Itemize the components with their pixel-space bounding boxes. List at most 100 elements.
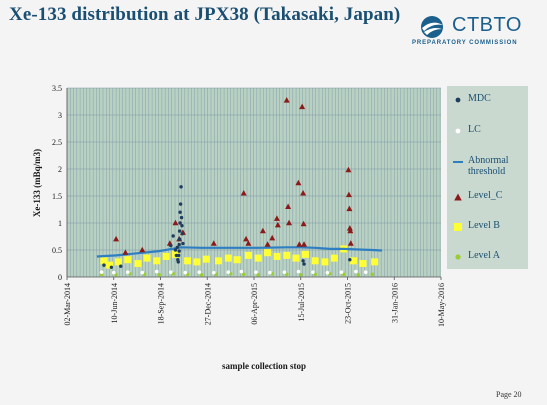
point-level-a: [370, 272, 375, 277]
point-level-c: [273, 215, 280, 221]
point-level-c: [286, 219, 293, 226]
point-lc: [363, 270, 368, 274]
x-tick-label: 27-Dec-2014: [203, 283, 212, 325]
point-level-b: [330, 254, 338, 262]
point-level-c: [283, 97, 290, 103]
legend-marker-mdc: [455, 97, 461, 103]
point-level-a: [356, 273, 361, 277]
point-lc: [254, 270, 258, 274]
point-mdc: [179, 185, 183, 189]
point-level-a: [157, 273, 161, 277]
point-mdc: [169, 243, 173, 248]
logo-name: CTBTO: [452, 14, 522, 36]
legend-marker-threshold: [453, 161, 463, 163]
point-level-c: [301, 241, 308, 247]
point-level-b: [106, 261, 114, 269]
series-mdc: [102, 185, 352, 269]
point-mdc: [177, 229, 182, 233]
point-lc: [311, 270, 315, 274]
point-level-c: [347, 227, 354, 234]
y-tick-label: 3: [58, 111, 62, 120]
point-lc: [226, 270, 231, 274]
x-tick-label: 31-Jan-2016: [390, 283, 399, 323]
x-tick-label: 10-May-2016: [437, 283, 446, 327]
point-level-c: [269, 234, 276, 241]
point-level-a: [341, 272, 346, 277]
point-level-c: [139, 246, 146, 253]
point-lc: [140, 270, 145, 275]
point-level-c: [345, 191, 352, 198]
point-level-c: [346, 225, 353, 231]
point-level-b: [224, 254, 232, 262]
point-level-b: [283, 251, 291, 259]
point-lc: [282, 270, 287, 274]
point-mdc: [348, 258, 352, 262]
y-tick-label: 1.5: [52, 192, 62, 201]
point-level-c: [296, 241, 303, 247]
series-level-a: [99, 271, 375, 277]
point-lc: [325, 270, 330, 275]
y-tick-label: 2: [58, 165, 62, 174]
legend-label-level-c: Level_C: [468, 190, 503, 201]
point-level-b: [244, 251, 252, 259]
point-lc: [154, 269, 159, 274]
series-level-b: [100, 245, 379, 269]
point-level-c: [300, 220, 307, 227]
point-level-b: [350, 257, 358, 265]
point-level-b: [184, 257, 192, 265]
x-tick-label: 15-Jul-2015: [297, 283, 306, 322]
point-level-c: [345, 166, 352, 173]
point-level-c: [172, 219, 179, 226]
point-level-a: [284, 272, 289, 277]
point-level-c: [295, 179, 302, 186]
point-level-b: [100, 257, 108, 265]
point-level-b: [301, 250, 309, 258]
data-series: [96, 97, 383, 277]
point-level-b: [124, 256, 132, 264]
point-mdc: [102, 263, 106, 267]
point-level-a: [241, 272, 246, 277]
ctbto-logo: CTBTO PREPARATORY COMMISSION: [412, 14, 538, 52]
y-tick-label: 1: [58, 219, 62, 228]
point-level-b: [311, 257, 319, 265]
y-tick-label: 0: [58, 273, 62, 282]
legend-marker-lc: [455, 128, 461, 134]
point-mdc: [177, 249, 181, 253]
point-lc: [268, 270, 272, 275]
point-level-b: [143, 254, 151, 262]
point-level-b: [273, 252, 281, 260]
point-mdc: [181, 241, 185, 246]
line-threshold: [96, 246, 383, 258]
point-level-b: [162, 252, 170, 260]
legend-marker-level-b: [454, 223, 462, 231]
point-mdc: [177, 253, 181, 258]
point-level-a: [114, 273, 118, 277]
grid-lines: [66, 87, 441, 277]
logo-subtitle: PREPARATORY COMMISSION: [412, 40, 518, 46]
point-lc: [239, 269, 244, 274]
point-mdc: [178, 210, 182, 214]
point-level-c: [122, 249, 129, 255]
point-level-c: [210, 240, 217, 246]
page-number: Page 20: [496, 390, 522, 399]
point-level-b: [134, 260, 142, 267]
point-level-c: [245, 240, 252, 246]
point-mdc: [109, 265, 114, 269]
legend-label-lc: LC: [468, 124, 481, 135]
point-level-b: [202, 255, 210, 263]
point-mdc: [180, 224, 184, 228]
point-mdc: [301, 259, 305, 263]
series-threshold: [96, 246, 383, 258]
point-mdc: [302, 262, 306, 266]
point-lc: [339, 270, 344, 274]
point-level-c: [299, 103, 306, 110]
point-level-b: [292, 254, 300, 262]
point-level-c: [240, 190, 247, 196]
x-tick-label: 10-Jun-2014: [110, 283, 119, 323]
x-tick-label: 23-Oct-2015: [344, 283, 353, 324]
point-level-b: [254, 254, 262, 262]
point-level-c: [347, 240, 354, 246]
point-mdc: [119, 264, 123, 268]
point-lc: [354, 269, 358, 274]
